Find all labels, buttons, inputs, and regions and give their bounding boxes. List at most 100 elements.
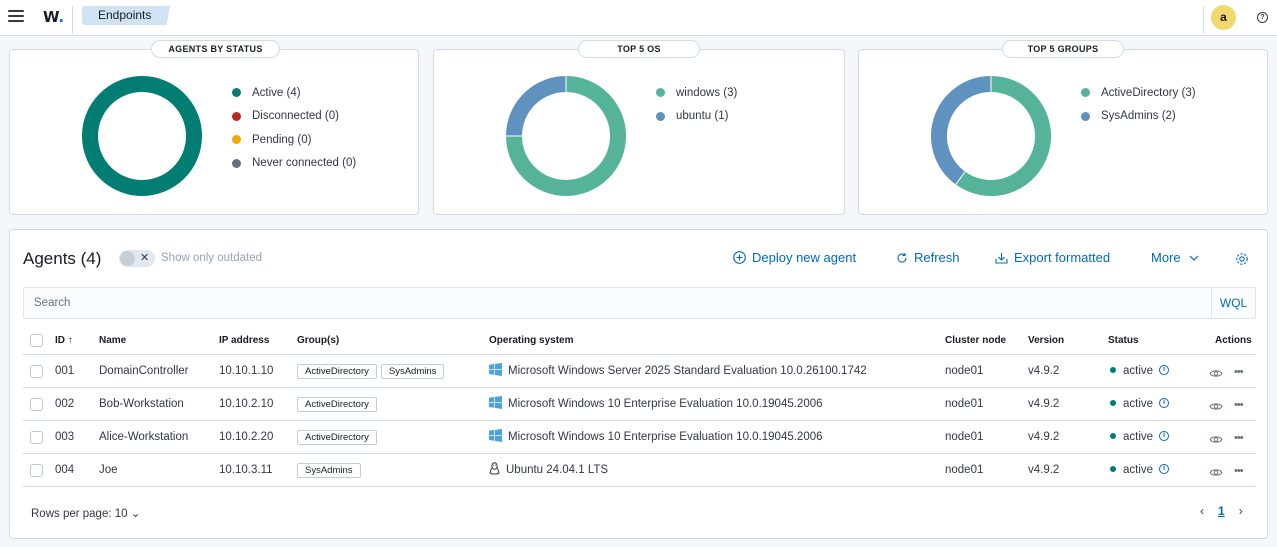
row-checkbox[interactable] — [30, 464, 43, 477]
more-actions-icon[interactable]: ••• — [1234, 366, 1244, 378]
donut-slice — [82, 76, 202, 196]
plus-circle-icon — [733, 251, 746, 264]
row-checkbox[interactable] — [30, 431, 43, 444]
agent-node-cell: node01 — [945, 464, 984, 476]
table-row[interactable]: 004 Joe 10.10.3.11 node01 v4.9.2 SysAdmins Ubu… — [23, 454, 1256, 487]
user-avatar[interactable]: a — [1211, 5, 1236, 30]
status-dot — [1110, 366, 1116, 373]
eye-icon[interactable] — [1209, 367, 1223, 381]
column-id-header[interactable]: ID ↑ — [55, 335, 73, 346]
legend-item[interactable]: windows (3) — [656, 81, 737, 105]
pagination: ‹ 1 › — [1200, 504, 1243, 518]
panel-title: TOP 5 OS — [578, 40, 700, 58]
legend-dot — [656, 111, 665, 121]
windows-icon — [489, 396, 502, 412]
agent-id-cell: 001 — [55, 365, 75, 377]
column-actions-header: Actions — [1215, 335, 1252, 346]
prev-page-icon[interactable]: ‹ — [1200, 504, 1204, 518]
legend-item[interactable]: Never connected (0) — [232, 152, 356, 176]
table-row[interactable]: 003 Alice-Workstation 10.10.2.20 node01 v4.9… — [23, 421, 1256, 454]
legend-item[interactable]: ubuntu (1) — [656, 105, 737, 129]
breadcrumb-endpoints[interactable]: Endpoints — [82, 6, 170, 25]
agents-table-panel: Agents (4) ✕ Show only outdated Deploy n… — [9, 229, 1268, 539]
header-divider — [1203, 6, 1204, 34]
sort-up-icon: ↑ — [67, 335, 73, 346]
agent-version-cell: v4.9.2 — [1028, 365, 1060, 377]
status-dot — [1110, 465, 1116, 472]
more-actions-icon[interactable]: ••• — [1234, 432, 1244, 444]
search-input[interactable] — [24, 288, 1212, 318]
column-version-header[interactable]: Version — [1028, 335, 1065, 346]
more-actions-icon[interactable]: ••• — [1234, 465, 1244, 477]
legend-item[interactable]: Disconnected (0) — [232, 105, 356, 129]
eye-icon[interactable] — [1209, 400, 1223, 414]
table-row[interactable]: 001 DomainController 10.10.1.10 node01 v4.9.… — [23, 355, 1256, 388]
table-header: ID ↑ Name IP address Group(s) Operating … — [23, 325, 1256, 355]
legend-item[interactable]: ActiveDirectory (3) — [1081, 81, 1196, 105]
hamburger-menu-icon[interactable] — [8, 10, 24, 24]
legend-item[interactable]: Active (4) — [232, 81, 356, 105]
chevron-down-icon: ⌄ — [130, 508, 141, 520]
group-badge[interactable]: ActiveDirectory — [297, 397, 377, 412]
group-badge[interactable]: SysAdmins — [380, 364, 445, 379]
group-badge[interactable]: ActiveDirectory — [297, 430, 377, 445]
os-label: Microsoft Windows 10 Enterprise Evaluati… — [508, 398, 823, 410]
column-ip-header[interactable]: IP address — [219, 335, 270, 346]
info-icon[interactable]: i — [1159, 463, 1170, 474]
agent-groups-cell: ActiveDirectory SysAdmins — [297, 364, 448, 379]
close-icon: ✕ — [140, 252, 150, 264]
legend-label: SysAdmins (2) — [1101, 110, 1176, 123]
os-label: Microsoft Windows 10 Enterprise Evaluati… — [508, 431, 823, 443]
select-all-checkbox[interactable] — [30, 334, 43, 347]
eye-icon[interactable] — [1209, 466, 1223, 480]
row-checkbox[interactable] — [30, 398, 43, 411]
deploy-agent-label: Deploy new agent — [752, 250, 857, 265]
help-icon[interactable]: ? — [1257, 12, 1268, 23]
outdated-toggle-label: Show only outdated — [161, 252, 263, 264]
chevron-down-icon — [1189, 255, 1199, 261]
more-actions-icon[interactable]: ••• — [1234, 399, 1244, 411]
legend-item[interactable]: SysAdmins (2) — [1081, 105, 1196, 129]
agent-node-cell: node01 — [945, 398, 984, 410]
column-name-header[interactable]: Name — [99, 335, 127, 346]
agent-version-cell: v4.9.2 — [1028, 431, 1060, 443]
agents-by-status-panel: AGENTS BY STATUS Active (4) Disconnected … — [9, 40, 419, 215]
header-divider — [72, 6, 73, 34]
rows-per-page-select[interactable]: Rows per page: 10 ⌄ — [31, 508, 141, 520]
column-os-header[interactable]: Operating system — [489, 335, 574, 346]
column-groups-header[interactable]: Group(s) — [297, 335, 340, 346]
info-icon[interactable]: i — [1159, 430, 1170, 441]
legend-label: ubuntu (1) — [676, 110, 729, 123]
panel-title: AGENTS BY STATUS — [151, 40, 280, 58]
status-donut-chart — [82, 76, 202, 196]
export-button[interactable]: Export formatted — [995, 250, 1110, 265]
row-checkbox[interactable] — [30, 365, 43, 378]
group-badge[interactable]: ActiveDirectory — [297, 364, 377, 379]
next-page-icon[interactable]: › — [1238, 504, 1243, 518]
eye-icon[interactable] — [1209, 433, 1223, 447]
table-row[interactable]: 002 Bob-Workstation 10.10.2.10 node01 v4.9.2… — [23, 388, 1256, 421]
app-logo[interactable]: W. — [43, 8, 65, 26]
gear-icon[interactable] — [1235, 252, 1249, 266]
more-button[interactable]: More — [1151, 250, 1205, 265]
group-badge[interactable]: SysAdmins — [297, 463, 361, 478]
refresh-label: Refresh — [914, 250, 960, 265]
info-icon[interactable]: i — [1159, 364, 1170, 375]
deploy-agent-button[interactable]: Deploy new agent — [733, 250, 856, 265]
info-icon[interactable]: i — [1159, 397, 1170, 408]
page-link[interactable]: 1 — [1218, 504, 1225, 518]
agent-ip-cell: 10.10.2.20 — [219, 431, 274, 443]
wql-button[interactable]: WQL — [1211, 288, 1255, 318]
agent-os-cell: Microsoft Windows Server 2025 Standard E… — [489, 363, 867, 379]
top-os-panel: TOP 5 OS windows (3) ubuntu (1) — [433, 40, 845, 215]
legend-dot — [232, 111, 241, 121]
column-node-header[interactable]: Cluster node — [945, 335, 1007, 346]
legend-label: Active (4) — [252, 86, 301, 99]
os-label: Ubuntu 24.04.1 LTS — [506, 464, 609, 476]
legend-label: Pending (0) — [252, 133, 312, 146]
column-status-header[interactable]: Status — [1108, 335, 1139, 346]
outdated-toggle[interactable]: ✕ — [119, 250, 155, 267]
download-icon — [995, 252, 1008, 264]
refresh-button[interactable]: Refresh — [896, 250, 960, 265]
legend-item[interactable]: Pending (0) — [232, 128, 356, 152]
